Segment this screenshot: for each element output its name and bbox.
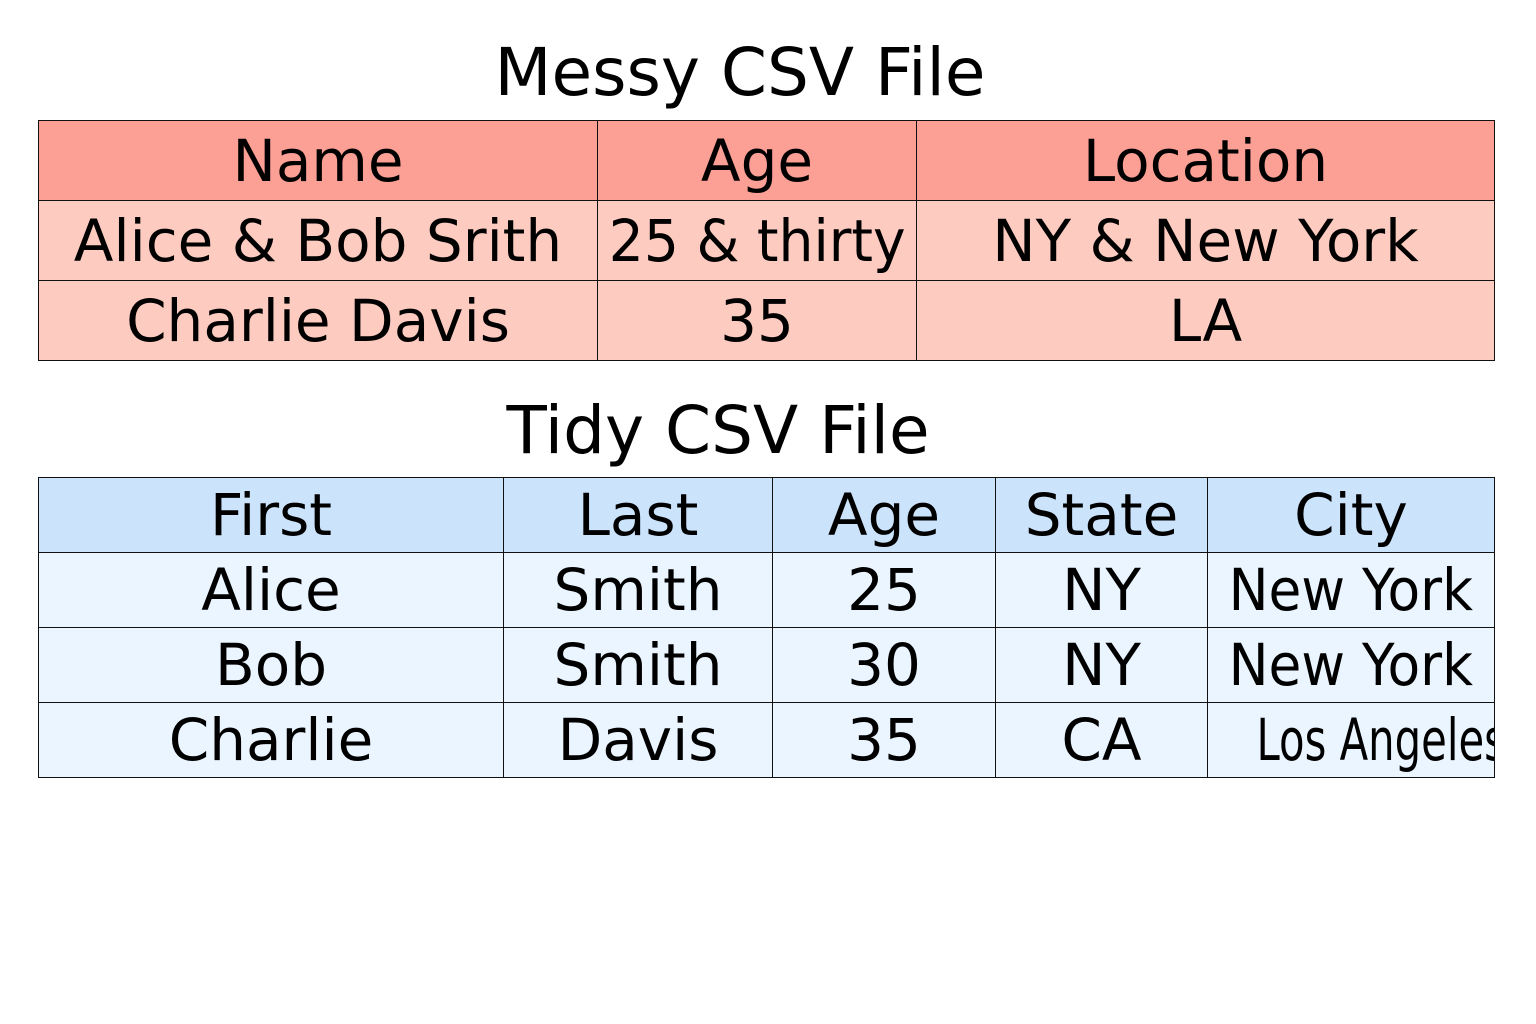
messy-csv-table: Name Age Location Alice & Bob Srith 25 &… <box>38 120 1495 361</box>
cell-text: Los Angeles <box>1256 706 1495 774</box>
cell-text: 25 & thirty <box>608 206 906 275</box>
table-cell: 35 <box>772 702 996 778</box>
messy-table-title: Messy CSV File <box>494 34 986 111</box>
table-cell: 30 <box>772 627 996 703</box>
header-cell: Name <box>38 120 598 201</box>
table-cell: 25 & thirty <box>597 200 917 281</box>
table-cell: Davis <box>503 702 773 778</box>
table-cell: LA <box>916 280 1495 361</box>
table-cell: Smith <box>503 627 773 703</box>
table-cell: NY & New York <box>916 200 1495 281</box>
table-cell: 25 <box>772 552 996 628</box>
table-cell: Smith <box>503 552 773 628</box>
header-cell: Last <box>503 477 773 553</box>
cell-text: New York <box>1228 556 1474 624</box>
header-cell: Age <box>772 477 996 553</box>
table-cell: New York <box>1207 552 1495 628</box>
header-cell: State <box>995 477 1208 553</box>
table-cell: Los Angeles <box>1207 702 1495 778</box>
table-cell: Charlie <box>38 702 504 778</box>
header-cell: Location <box>916 120 1495 201</box>
header-cell: First <box>38 477 504 553</box>
table-cell: Charlie Davis <box>38 280 598 361</box>
table-row: Charlie Davis 35 LA <box>38 280 1495 361</box>
table-cell: Alice & Bob Srith <box>38 200 598 281</box>
table-cell: NY <box>995 627 1208 703</box>
tidy-table-title: Tidy CSV File <box>506 392 930 469</box>
table-row: Alice Smith 25 NY New York <box>38 552 1495 628</box>
table-cell: 35 <box>597 280 917 361</box>
header-cell: Age <box>597 120 917 201</box>
table-row: Alice & Bob Srith 25 & thirty NY & New Y… <box>38 200 1495 281</box>
header-cell: City <box>1207 477 1495 553</box>
table-cell: Bob <box>38 627 504 703</box>
tidy-csv-table: First Last Age State City Alice Smith 25… <box>38 477 1495 778</box>
table-row: Charlie Davis 35 CA Los Angeles <box>38 702 1495 778</box>
table-cell: Alice <box>38 552 504 628</box>
table-cell: New York <box>1207 627 1495 703</box>
table-row: Bob Smith 30 NY New York <box>38 627 1495 703</box>
table-header-row: Name Age Location <box>38 120 1495 201</box>
table-cell: NY <box>995 552 1208 628</box>
table-cell: CA <box>995 702 1208 778</box>
cell-text: New York <box>1228 631 1474 699</box>
table-header-row: First Last Age State City <box>38 477 1495 553</box>
